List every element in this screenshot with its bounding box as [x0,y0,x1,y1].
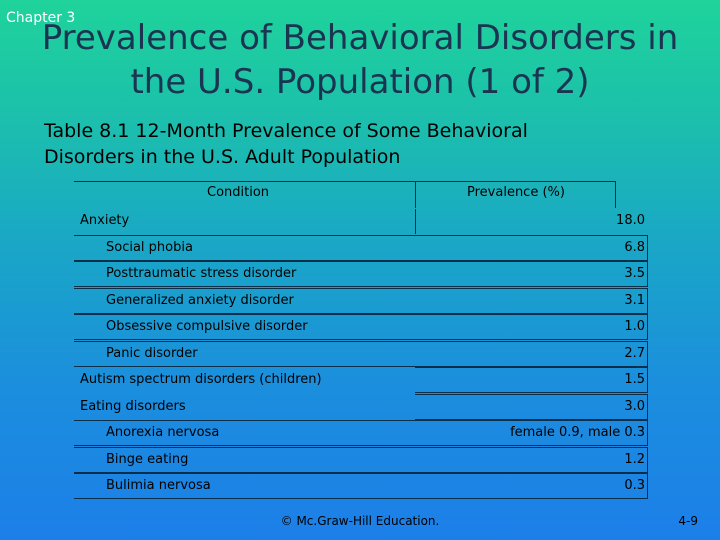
row-prevalence: 3.1 [624,292,645,308]
table-caption: Table 8.1 12-Month Prevalence of Some Be… [44,118,664,170]
table-row: Eating disorders 3.0 [74,393,649,420]
table-row: Binge eating 1.2 [74,446,649,473]
row-prevalence: female 0.9, male 0.3 [510,425,645,440]
title-line-2: the U.S. Population (1 of 2) [130,62,590,102]
row-prevalence: 3.0 [624,398,645,414]
row-prevalence: 18.0 [616,213,645,228]
caption-line-1: Table 8.1 12-Month Prevalence of Some Be… [44,120,528,142]
prevalence-table: Condition Prevalence (%) Anxiety 18.0 So… [74,181,649,499]
row-condition: Autism spectrum disorders (children) [80,372,322,387]
row-condition: Social phobia [106,239,193,255]
row-prevalence: 1.5 [624,372,645,387]
row-condition: Posttraumatic stress disorder [106,266,297,281]
column-header-condition: Condition [207,185,270,200]
row-condition: Obsessive compulsive disorder [106,319,308,334]
row-prevalence: 0.3 [624,478,645,493]
table-row: Bulimia nervosa 0.3 [74,472,649,499]
table-header: Condition Prevalence (%) [74,181,649,208]
row-prevalence: 1.2 [624,451,645,467]
table-row: Obsessive compulsive disorder 1.0 [74,313,649,340]
row-condition: Panic disorder [106,345,198,361]
table-row: Generalized anxiety disorder 3.1 [74,287,649,314]
table-row: Anxiety 18.0 [74,207,649,234]
table-row: Posttraumatic stress disorder 3.5 [74,260,649,287]
row-prevalence: 1.0 [624,319,645,334]
column-header-prevalence: Prevalence (%) [467,185,565,200]
header-border-prevalence [415,181,616,208]
caption-line-2: Disorders in the U.S. Adult Population [44,146,401,168]
page-number: 4-9 [678,514,698,528]
row-condition: Anxiety [80,213,130,228]
title-line-1: Prevalence of Behavioral Disorders in [41,18,679,58]
chapter-label: Chapter 3 [6,10,76,26]
row-condition: Generalized anxiety disorder [106,292,294,308]
row-condition: Binge eating [106,451,189,467]
row-condition: Eating disorders [80,398,186,414]
slide-title: Prevalence of Behavioral Disorders in th… [0,16,720,104]
row-condition: Bulimia nervosa [106,478,211,493]
table-row: Autism spectrum disorders (children) 1.5 [74,366,649,393]
table-row: Social phobia 6.8 [74,234,649,261]
header-border-condition [74,181,416,208]
row-prevalence: 6.8 [624,239,645,255]
row-prevalence: 2.7 [624,345,645,361]
row-condition: Anorexia nervosa [106,425,220,440]
table-row: Anorexia nervosa female 0.9, male 0.3 [74,419,649,446]
copyright-footer: © Mc.Graw-Hill Education. [280,514,440,528]
table-row: Panic disorder 2.7 [74,340,649,367]
row-prevalence: 3.5 [624,266,645,281]
